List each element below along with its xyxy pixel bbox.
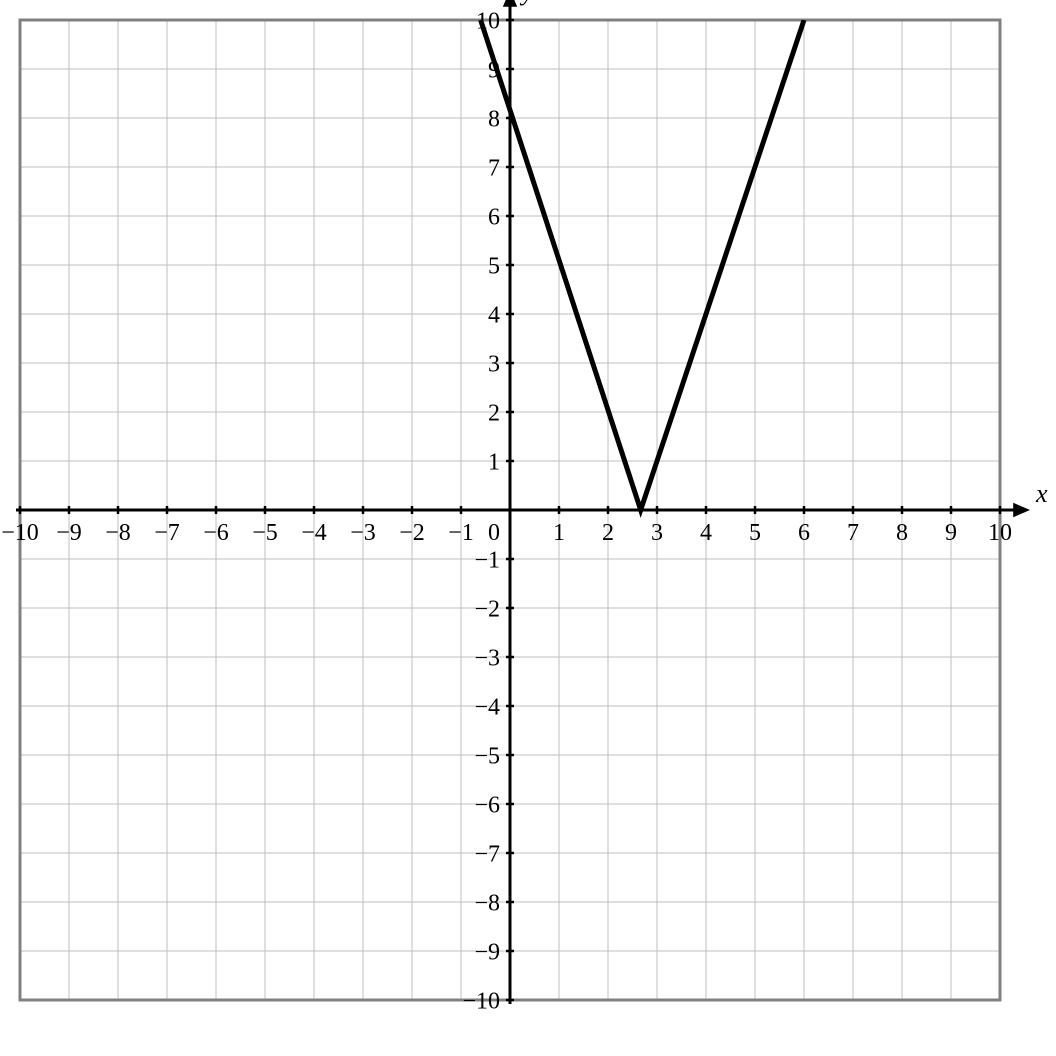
y-tick-label: 7: [488, 155, 500, 181]
y-tick-label: −2: [474, 596, 500, 622]
x-tick-label: 9: [945, 520, 957, 546]
origin-label: 0: [488, 520, 500, 546]
x-tick-label: −7: [154, 520, 180, 546]
y-tick-label: −4: [474, 694, 500, 720]
x-tick-label: −5: [252, 520, 278, 546]
y-axis-label: y: [519, 0, 534, 6]
y-tick-label: 5: [488, 253, 500, 279]
x-tick-label: 4: [700, 520, 712, 546]
x-tick-label: 1: [553, 520, 565, 546]
y-tick-label: −8: [474, 890, 500, 916]
chart-container: −10−9−8−7−6−5−4−3−2−112345678910−10−9−8−…: [0, 0, 1056, 1056]
y-tick-label: 6: [488, 204, 500, 230]
y-tick-label: −5: [474, 743, 500, 769]
y-tick-label: −7: [474, 841, 500, 867]
x-tick-label: 10: [988, 520, 1012, 546]
x-tick-label: 2: [602, 520, 614, 546]
y-tick-label: 2: [488, 400, 500, 426]
y-tick-label: −6: [474, 792, 500, 818]
y-tick-label: −9: [474, 939, 500, 965]
y-tick-label: −10: [462, 988, 500, 1014]
x-tick-label: −1: [448, 520, 474, 546]
x-tick-label: 7: [847, 520, 859, 546]
coordinate-plane-chart: −10−9−8−7−6−5−4−3−2−112345678910−10−9−8−…: [0, 0, 1056, 1056]
x-tick-label: −6: [203, 520, 229, 546]
x-tick-label: −8: [105, 520, 131, 546]
y-tick-label: −1: [474, 547, 500, 573]
x-tick-label: −3: [350, 520, 376, 546]
x-tick-label: 5: [749, 520, 761, 546]
x-axis-label: x: [1035, 479, 1048, 508]
x-tick-label: −9: [56, 520, 82, 546]
x-tick-label: 6: [798, 520, 810, 546]
x-tick-label: −2: [399, 520, 425, 546]
x-tick-label: 8: [896, 520, 908, 546]
y-tick-label: 3: [488, 351, 500, 377]
x-tick-label: −10: [1, 520, 39, 546]
y-tick-label: −3: [474, 645, 500, 671]
x-tick-label: −4: [301, 520, 327, 546]
y-tick-label: 8: [488, 106, 500, 132]
y-tick-label: 1: [488, 449, 500, 475]
x-tick-label: 3: [651, 520, 663, 546]
y-tick-label: 4: [488, 302, 500, 328]
